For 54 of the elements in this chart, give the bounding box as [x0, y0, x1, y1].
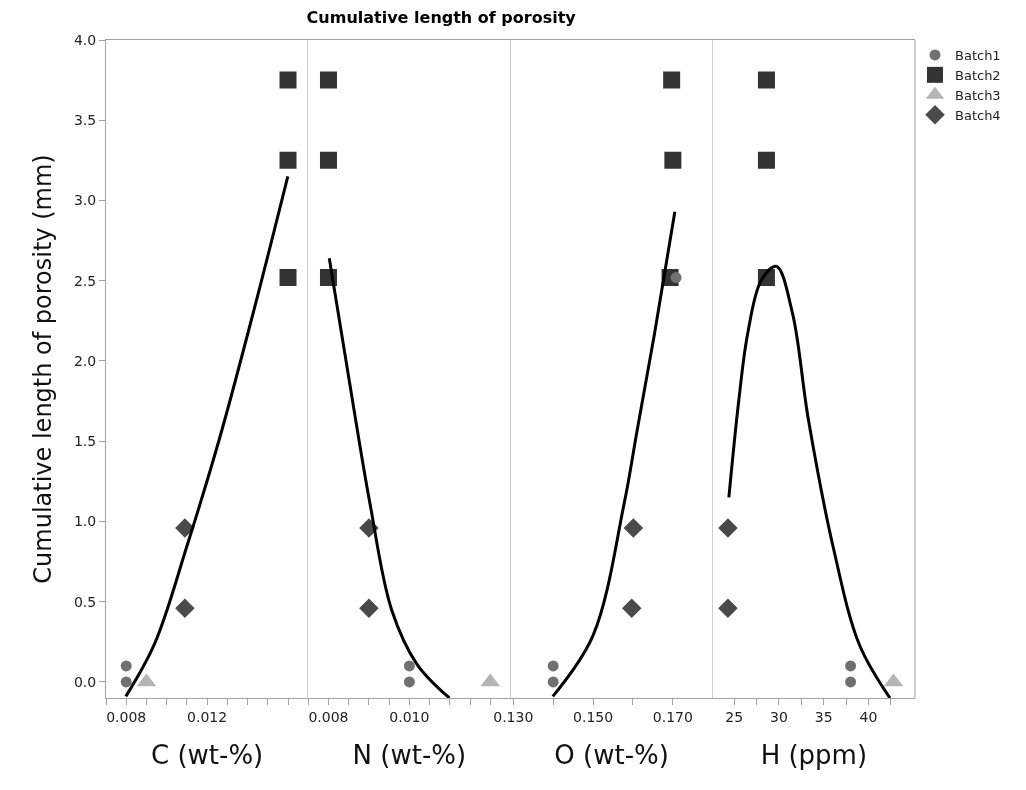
- y-tick-label: 0.0: [73, 673, 97, 690]
- y-tick-label: 4.0: [73, 31, 97, 48]
- x-tick-label: 0.130: [493, 708, 534, 725]
- point: [279, 71, 297, 89]
- y-tick-label: 1.0: [73, 513, 97, 530]
- line-series: [124, 174, 290, 698]
- x-axis-title: C (wt-%): [150, 740, 264, 771]
- point: [663, 71, 681, 89]
- y-tick-label: 2.0: [73, 352, 97, 369]
- point: [718, 598, 738, 618]
- point: [845, 676, 857, 688]
- point: [319, 151, 337, 169]
- x-tick-label: 30: [770, 708, 788, 725]
- legend-label: Batch4: [955, 107, 1001, 123]
- x-axis-title: N (wt-%): [352, 740, 467, 771]
- x-axis-title: H (ppm): [760, 740, 868, 771]
- x-tick-label: 0.012: [187, 708, 228, 725]
- legend-label: Batch3: [955, 87, 1001, 103]
- y-tick-label: 1.5: [73, 433, 97, 450]
- point: [757, 71, 775, 89]
- legend-label: Batch2: [955, 67, 1001, 83]
- y-tick-label: 3.5: [73, 112, 97, 129]
- x-axis-title: O (wt-%): [554, 740, 669, 771]
- x-tick-label: 40: [859, 708, 878, 725]
- point: [623, 518, 644, 538]
- x-tick-label: 25: [725, 708, 744, 725]
- point: [622, 598, 642, 618]
- point: [403, 660, 415, 672]
- x-tick-label: 0.008: [308, 708, 349, 725]
- point: [547, 676, 559, 688]
- x-tick-label: 0.170: [652, 708, 693, 725]
- point: [359, 598, 379, 618]
- x-tick-label: 0.010: [389, 708, 430, 725]
- x-tick-label: 0.150: [573, 708, 614, 725]
- y-tick-label: 0.5: [73, 593, 97, 610]
- point: [120, 660, 132, 672]
- point: [845, 660, 857, 672]
- legend-label: Batch1: [955, 48, 1001, 64]
- y-tick-label: 3.0: [73, 192, 97, 209]
- point: [120, 676, 132, 688]
- point: [664, 151, 682, 169]
- x-tick-label: 35: [814, 708, 833, 725]
- point: [547, 660, 559, 672]
- y-tick-label: 2.5: [73, 272, 97, 289]
- point: [403, 676, 415, 688]
- point: [175, 598, 195, 618]
- point: [757, 151, 775, 169]
- point: [718, 518, 738, 538]
- point: [319, 71, 337, 89]
- y-axis-title: Cumulative length of porosity (mm): [29, 154, 58, 584]
- x-tick-label: 0.008: [106, 708, 147, 725]
- point: [279, 151, 297, 169]
- point: [279, 269, 297, 287]
- chart-title: Cumulative length of porosity: [306, 8, 577, 28]
